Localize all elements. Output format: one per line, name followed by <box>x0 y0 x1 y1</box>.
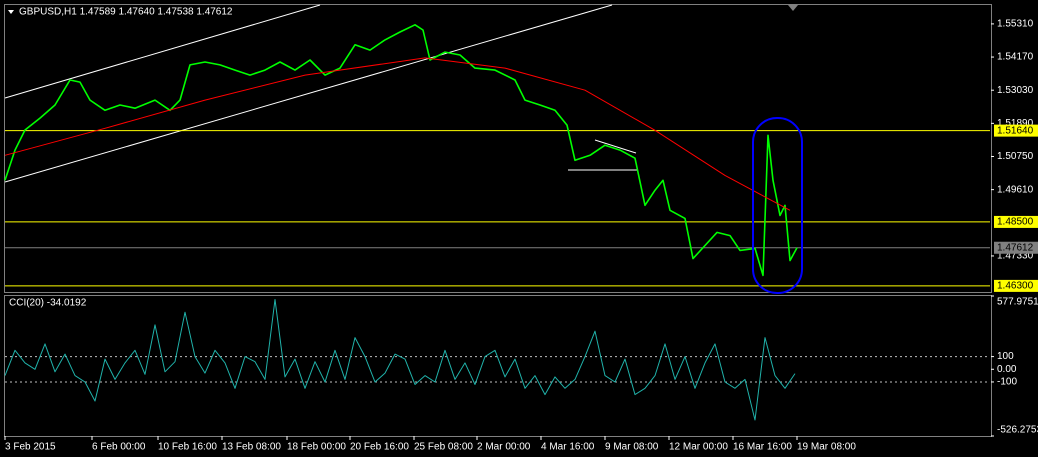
x-tick-label: 10 Feb 16:00 <box>158 442 217 453</box>
y-tick-label: 0.00 <box>997 364 1017 375</box>
x-tick-label: 18 Feb 00:00 <box>287 442 346 453</box>
highlight-ellipse <box>752 117 803 294</box>
shift-marker <box>788 5 798 11</box>
x-tick-label: 20 Feb 16:00 <box>350 442 409 453</box>
y-tick-label: 1.55310 <box>997 19 1034 30</box>
y-tick-label: 577.9751 <box>997 297 1038 308</box>
y-tick-label: 1.47330 <box>997 251 1034 262</box>
series-line <box>4 299 796 421</box>
y-tick-label: -100 <box>997 377 1017 388</box>
x-tick-label: 13 Feb 08:00 <box>222 442 281 453</box>
cci-frame <box>4 295 992 437</box>
level-label-bg <box>994 124 1038 137</box>
x-tick-label: 12 Mar 00:00 <box>669 442 728 453</box>
level-label: 1.48500 <box>997 217 1034 228</box>
y-tick-label: 1.49610 <box>997 184 1034 195</box>
trend-lines <box>4 4 638 183</box>
channel-lower <box>4 4 613 183</box>
price-frame <box>4 4 992 293</box>
y-tick-label: 1.53030 <box>997 85 1034 96</box>
level-label: 1.46300 <box>997 281 1034 292</box>
x-tick-label: 4 Mar 16:00 <box>541 442 595 453</box>
y-tick-label: 100 <box>997 351 1014 362</box>
y-tick-label: 1.50750 <box>997 151 1034 162</box>
x-tick-label: 3 Feb 2015 <box>5 442 56 453</box>
level-label-bg <box>994 241 1038 254</box>
cci-title: CCI(20) -34.0192 <box>9 298 87 309</box>
x-tick-label: 25 Feb 08:00 <box>414 442 473 453</box>
x-tick-label: 2 Mar 00:00 <box>477 442 531 453</box>
menu-arrow[interactable] <box>8 10 14 14</box>
x-tick-label: 16 Mar 16:00 <box>733 442 792 453</box>
series-line <box>4 57 791 211</box>
series-line <box>4 24 798 277</box>
price-title: GBPUSD,H1 1.47589 1.47640 1.47538 1.4761… <box>19 7 233 18</box>
y-tick-label: 1.54170 <box>997 52 1034 63</box>
flag-line <box>594 139 637 154</box>
x-tick-label: 6 Feb 00:00 <box>92 442 146 453</box>
level-label: 1.47612 <box>997 242 1034 253</box>
level-label: 1.51640 <box>997 125 1034 136</box>
level-label-bg <box>994 215 1038 228</box>
x-tick-label: 9 Mar 08:00 <box>605 442 659 453</box>
channel-upper <box>4 4 321 99</box>
x-tick-label: 19 Mar 08:00 <box>797 442 856 453</box>
level-label-bg <box>994 279 1038 292</box>
y-tick-label: 1.51890 <box>997 118 1034 129</box>
y-tick-label: -526.2753 <box>997 425 1038 436</box>
